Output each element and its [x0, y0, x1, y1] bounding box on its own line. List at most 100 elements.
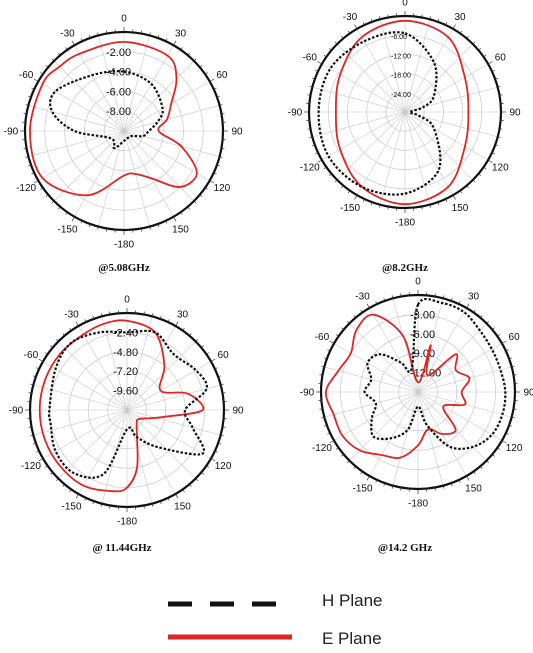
grid-ring	[340, 314, 496, 470]
rim-tick	[165, 220, 168, 224]
rim-tick	[173, 40, 177, 46]
angle-tick-label: 60	[495, 53, 507, 64]
grid-spoke	[123, 130, 220, 157]
rim-tick	[222, 426, 226, 428]
rim-tick	[319, 374, 323, 376]
grid-spoke	[404, 111, 431, 205]
rim-tick	[157, 223, 160, 227]
angle-tick-label: 60	[216, 70, 228, 81]
grid-spoke	[417, 391, 487, 461]
rim-tick	[383, 483, 386, 487]
rim-tick	[362, 198, 365, 202]
rim-tick	[353, 466, 356, 469]
angle-tick-label: 150	[172, 224, 189, 235]
rim-tick	[341, 185, 344, 189]
rim-tick	[105, 228, 108, 232]
angle-tick-label: 120	[506, 443, 523, 454]
rim-tick	[143, 311, 145, 315]
rim-tick	[370, 202, 373, 206]
grid-spoke	[404, 111, 489, 161]
grid-spoke	[123, 81, 210, 132]
rim-tick	[218, 442, 222, 445]
angle-tick-label: -60	[315, 332, 330, 343]
rim-tick	[69, 489, 72, 493]
angle-tick-label: -120	[300, 163, 320, 174]
rim-tick	[88, 35, 91, 39]
rim-tick	[362, 22, 365, 26]
rim-tick	[375, 479, 378, 483]
grid-spoke	[324, 391, 419, 418]
rim-tick	[204, 187, 208, 190]
angle-tick-label: -90	[9, 406, 24, 417]
rim-tick	[434, 293, 436, 297]
angle-tick-label: 150	[452, 203, 469, 214]
radial-tick-label: -24.00	[391, 92, 411, 99]
radial-tick-label: -7.20	[113, 366, 138, 378]
rim-tick	[473, 471, 476, 475]
grid-spoke	[28, 105, 125, 132]
rim-tick	[327, 349, 331, 352]
grid-spoke	[417, 307, 467, 393]
rim-tick	[492, 454, 495, 457]
rim-tick	[62, 484, 65, 487]
rim-tick	[38, 358, 44, 362]
rim-tick	[209, 180, 215, 184]
angle-tick-label: 30	[454, 12, 466, 23]
rim-tick	[219, 104, 223, 106]
angle-tick-label: 0	[124, 295, 130, 306]
radial-tick-label: -9.60	[113, 386, 138, 398]
rim-tick	[391, 295, 394, 299]
grid-spoke	[123, 130, 150, 227]
rim-tick	[321, 416, 325, 419]
grid-spoke	[123, 130, 174, 217]
grid-spoke	[126, 341, 196, 411]
rim-tick	[189, 484, 192, 487]
rim-tick	[370, 18, 373, 22]
rim-tick	[478, 173, 482, 176]
rim-tick	[220, 434, 224, 437]
grid-spoke	[33, 384, 128, 411]
grid-spoke	[417, 391, 444, 486]
rim-tick	[452, 24, 456, 30]
angle-tick-label: 30	[177, 309, 189, 320]
rim-tick	[487, 61, 493, 65]
rim-tick	[327, 432, 331, 435]
rim-tick	[159, 315, 162, 319]
radial-tick-label: -3.00	[410, 309, 435, 321]
rim-tick	[62, 333, 65, 336]
rim-tick	[88, 223, 91, 227]
rim-tick	[75, 493, 79, 499]
rim-tick	[216, 164, 220, 167]
angle-tick-label: -120	[21, 461, 41, 472]
rim-tick	[347, 190, 351, 194]
rim-tick	[437, 18, 440, 22]
rim-tick	[100, 313, 103, 317]
rim-tick	[159, 501, 162, 505]
grid-spoke	[321, 111, 406, 161]
rim-tick	[44, 465, 48, 468]
rim-tick	[317, 159, 323, 163]
angle-tick-label: -30	[60, 29, 75, 40]
grid-spoke	[53, 60, 125, 132]
rim-tick	[28, 426, 32, 428]
rim-tick	[105, 30, 108, 34]
rim-tick	[84, 497, 87, 501]
rim-tick	[458, 479, 461, 483]
rim-tick	[209, 78, 215, 82]
grid-spoke	[369, 391, 419, 477]
rim-tick	[379, 204, 381, 208]
rim-tick	[214, 367, 218, 370]
rim-tick	[65, 211, 68, 215]
h-plane-curve	[317, 31, 442, 196]
rim-tick	[210, 458, 216, 462]
rim-tick	[466, 35, 469, 39]
rim-tick	[459, 190, 463, 194]
grid-spoke	[58, 341, 128, 411]
rim-tick	[182, 327, 185, 331]
rim-tick	[218, 375, 222, 378]
rim-tick	[140, 30, 143, 34]
grid-spoke	[38, 130, 125, 181]
rim-tick	[151, 503, 154, 507]
rim-tick	[44, 352, 48, 355]
grid-spoke	[333, 343, 419, 393]
